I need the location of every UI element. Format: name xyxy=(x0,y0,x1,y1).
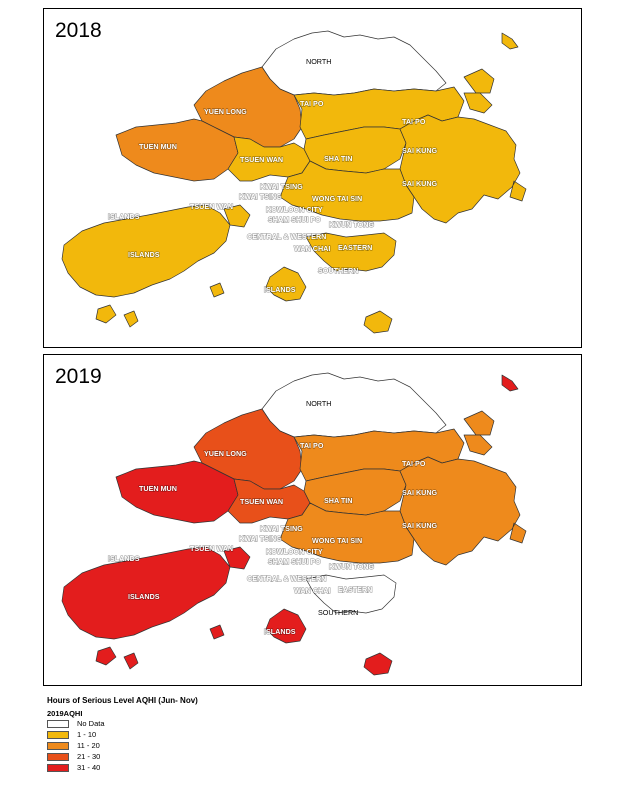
district-label-wong-tai-sin: WONG TAI SIN xyxy=(312,536,362,545)
district-label-wan-chai: WAN CHAI xyxy=(294,244,330,253)
district-label-tai-po-1: TAI PO xyxy=(300,441,324,450)
map-panel-2019: NORTH YUEN LONG TAI PO TAI PO TUEN MUN TSUEN … xyxy=(43,354,582,686)
legend-swatch xyxy=(47,741,69,750)
legend-label: No Data xyxy=(77,719,105,728)
year-label: 2018 xyxy=(55,19,102,42)
district-label-north: NORTH xyxy=(306,57,331,66)
district-label-islands-1: ISLANDS xyxy=(108,554,140,563)
district-label-sai-kung-1: SAI KUNG xyxy=(402,146,438,155)
district-sai-kung xyxy=(399,434,527,566)
district-label-sai-kung-1: SAI KUNG xyxy=(402,488,438,497)
district-label-wong-tai-sin: WONG TAI SIN xyxy=(312,194,362,203)
district-label-sha-tin: SHA TIN xyxy=(324,154,352,163)
year-label: 2019 xyxy=(55,365,102,388)
map-panel-2018: NORTH YUEN LONG TAI PO TAI PO TUEN MUN TSUEN … xyxy=(43,8,582,348)
district-label-tai-po-2: TAI PO xyxy=(402,117,426,126)
district-label-islands-2: ISLANDS xyxy=(128,592,160,601)
district-urban xyxy=(279,502,415,564)
district-label-central-western: CENTRAL & WESTERN xyxy=(247,574,326,583)
district-label-tuen-mun: TUEN MUN xyxy=(139,484,177,493)
district-label-sha-tin: SHA TIN xyxy=(324,496,352,505)
district-label-tsuen-wan-2: TSUEN WAN xyxy=(190,202,233,211)
legend-item: 11 - 20 xyxy=(47,740,198,751)
district-label-eastern: EASTERN xyxy=(338,243,372,252)
district-label-sai-kung-2: SAI KUNG xyxy=(402,521,438,530)
district-north xyxy=(261,30,447,96)
legend-item: No Data xyxy=(47,718,198,729)
district-islands xyxy=(61,204,251,298)
district-north xyxy=(261,372,447,438)
district-label-north: NORTH xyxy=(306,399,331,408)
district-label-tuen-mun: TUEN MUN xyxy=(139,142,177,151)
district-label-kwun-tong: KWUN TONG xyxy=(329,220,374,229)
district-label-sham-shui-po: SHAM SHUI PO xyxy=(268,557,321,566)
district-lamma xyxy=(265,608,307,644)
district-label-eastern: EASTERN xyxy=(338,585,372,594)
district-label-islands-3: ISLANDS xyxy=(264,627,296,636)
district-label-southern: SOUTHERN xyxy=(318,266,358,275)
district-label-southern: SOUTHERN xyxy=(318,608,358,617)
district-label-sham-shui-po: SHAM SHUI PO xyxy=(268,215,321,224)
district-label-tsuen-wan-1: TSUEN WAN xyxy=(240,155,283,164)
district-southern xyxy=(305,232,397,272)
district-label-yuen-long: YUEN LONG xyxy=(204,449,247,458)
district-label-yuen-long: YUEN LONG xyxy=(204,107,247,116)
legend-label: 31 - 40 xyxy=(77,763,101,772)
legend-item: 21 - 30 xyxy=(47,751,198,762)
district-label-kwun-tong: KWUN TONG xyxy=(329,562,374,571)
district-map: NORTH YUEN LONG TAI PO TAI PO TUEN MUN TSUEN … xyxy=(61,372,527,676)
district-urban xyxy=(279,160,415,222)
legend: Hours of Serious Level AQHI (Jun- Nov) 2… xyxy=(47,696,198,773)
district-label-kowloon-city: KOWLOON CITY xyxy=(266,205,323,214)
district-label-wan-chai: WAN CHAI xyxy=(294,586,330,595)
legend-label: 1 - 10 xyxy=(77,730,97,739)
legend-swatch xyxy=(47,763,69,772)
district-label-islands-3: ISLANDS xyxy=(264,285,296,294)
district-label-kwai-tsing-1: KWAI TSING xyxy=(260,182,303,191)
district-label-kwai-tsing-1: KWAI TSING xyxy=(260,524,303,533)
legend-label: 11 - 20 xyxy=(77,741,100,750)
district-map: NORTH YUEN LONG TAI PO TAI PO TUEN MUN TSUEN … xyxy=(61,30,527,334)
legend-label: 21 - 30 xyxy=(77,752,101,761)
district-islands xyxy=(61,546,251,640)
legend-item: 1 - 10 xyxy=(47,729,198,740)
legend-title: Hours of Serious Level AQHI (Jun- Nov) xyxy=(47,696,198,705)
district-southern xyxy=(305,574,397,614)
district-label-tai-po-1: TAI PO xyxy=(300,99,324,108)
legend-swatch xyxy=(47,719,69,728)
legend-field: 2019AQHI xyxy=(47,709,83,718)
legend-swatch xyxy=(47,730,69,739)
district-label-tai-po-2: TAI PO xyxy=(402,459,426,468)
district-label-tsuen-wan-2: TSUEN WAN xyxy=(190,544,233,553)
legend-item: 31 - 40 xyxy=(47,762,198,773)
district-far-islands xyxy=(95,374,519,676)
legend-swatch xyxy=(47,752,69,761)
district-label-tsuen-wan-1: TSUEN WAN xyxy=(240,497,283,506)
district-label-central-western: CENTRAL & WESTERN xyxy=(247,232,326,241)
district-far-islands xyxy=(95,32,519,334)
district-label-kwai-tsing-2: KWAI TSING xyxy=(239,534,282,543)
district-label-islands-1: ISLANDS xyxy=(108,212,140,221)
district-label-kowloon-city: KOWLOON CITY xyxy=(266,547,323,556)
district-lamma xyxy=(265,266,307,302)
district-label-islands-2: ISLANDS xyxy=(128,250,160,259)
district-label-kwai-tsing-2: KWAI TSING xyxy=(239,192,282,201)
district-label-sai-kung-2: SAI KUNG xyxy=(402,179,438,188)
